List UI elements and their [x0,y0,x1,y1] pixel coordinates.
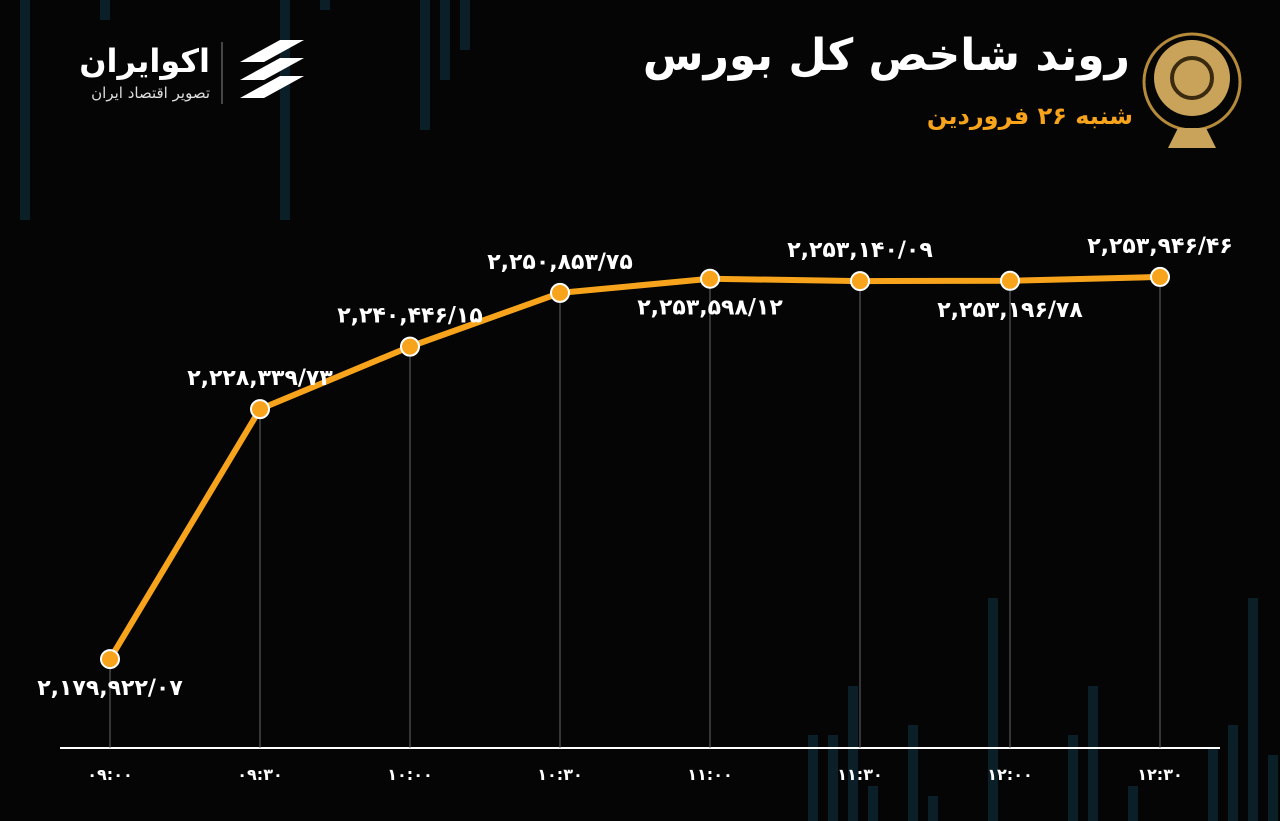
x-tick-label: ۱۱:۳۰ [837,765,882,784]
data-point [700,268,720,289]
data-label: ۲,۲۵۰,۸۵۳/۷۵ [487,250,633,275]
data-label: ۲,۲۵۳,۱۹۶/۷۸ [937,298,1083,323]
brand-name: اکوایران [79,42,210,80]
x-tick-label: ۱۱:۰۰ [687,765,732,784]
data-point [1150,266,1170,287]
x-tick-label: ۱۲:۳۰ [1137,765,1182,784]
data-point [850,271,870,292]
data-label: ۲,۲۵۳,۵۹۸/۱۲ [637,296,783,321]
data-label: ۲,۲۲۸,۳۳۹/۷۳ [187,366,333,391]
x-tick-label: ۱۰:۰۰ [387,765,432,784]
x-tick-label: ۱۰:۳۰ [537,765,582,784]
background-decoration [20,0,1278,821]
data-point [250,399,270,420]
data-label: ۲,۲۴۰,۴۴۶/۱۵ [337,304,483,329]
emblem [1142,32,1242,148]
data-point [1000,270,1020,291]
brand-logo: اکوایران تصویر اقتصاد ایران [79,40,304,104]
data-point [550,282,570,303]
chart-subtitle: شنبه ۲۶ فروردین [927,102,1133,130]
chart-title: روند شاخص کل بورس [643,30,1130,81]
x-tick-label: ۱۲:۰۰ [987,765,1032,784]
x-tick-label: ۰۹:۳۰ [237,765,282,784]
data-label: ۲,۲۵۳,۱۴۰/۰۹ [787,238,933,263]
brand-tagline: تصویر اقتصاد ایران [91,84,210,102]
data-label: ۲,۲۵۳,۹۴۶/۴۶ [1087,234,1233,259]
data-point [100,649,120,670]
x-tick-label: ۰۹:۰۰ [87,765,132,784]
data-point [400,336,420,357]
series-line [107,273,1161,661]
data-label: ۲,۱۷۹,۹۲۲/۰۷ [37,676,183,701]
